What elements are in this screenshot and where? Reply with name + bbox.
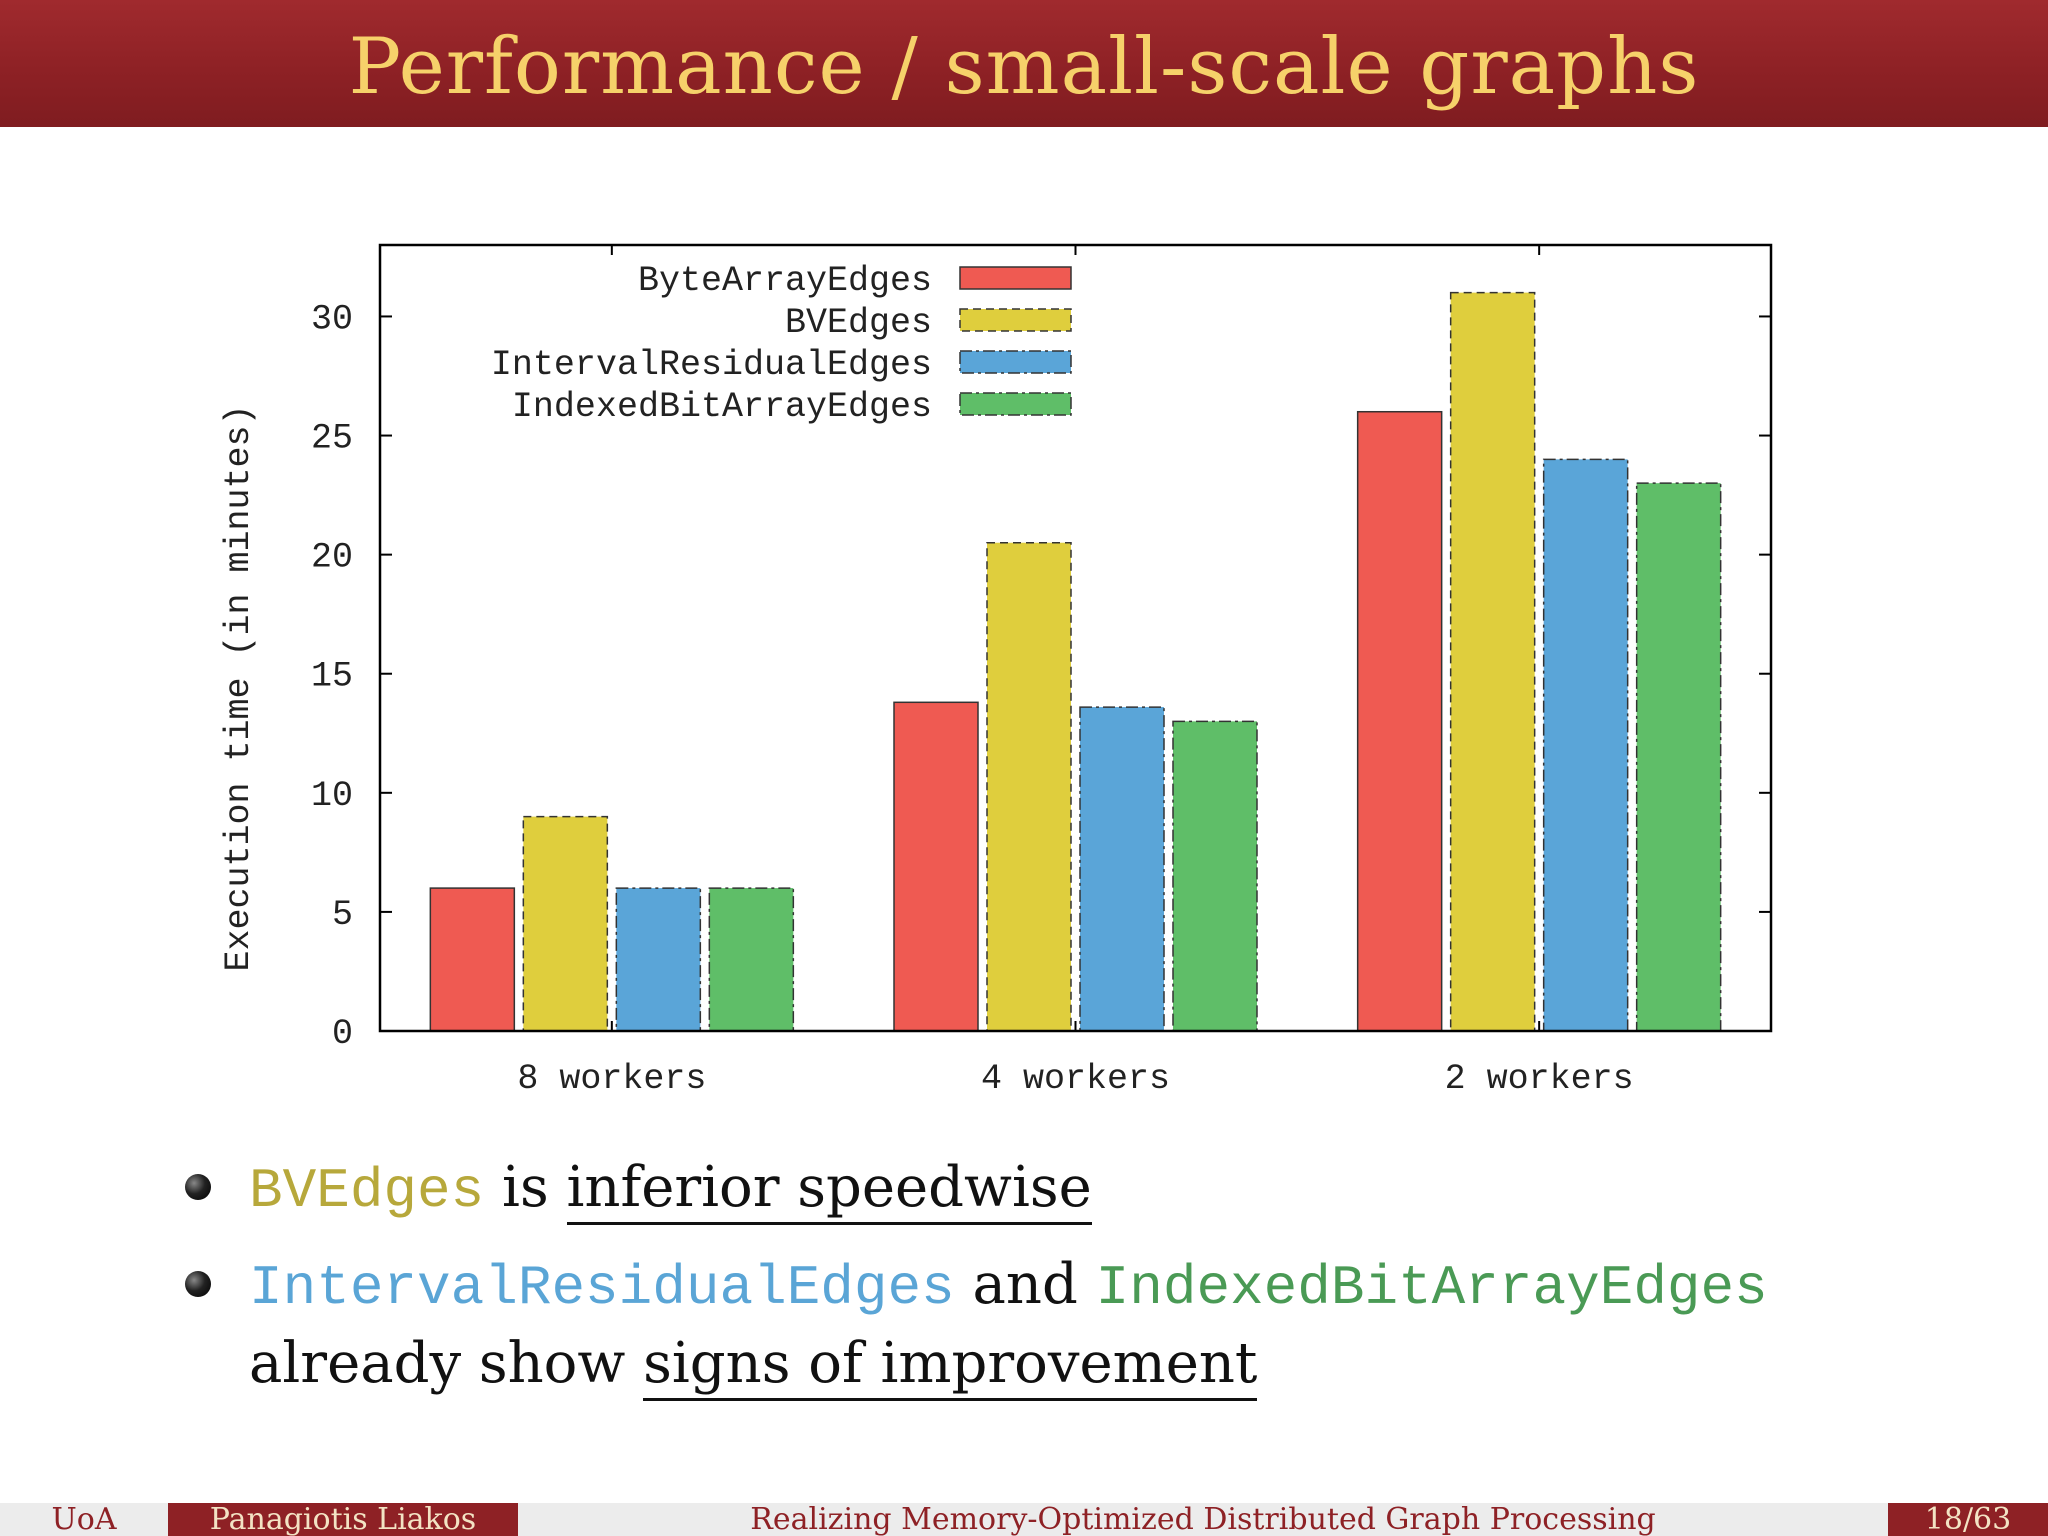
bar-ByteArrayEdges-2-workers bbox=[1356, 410, 1443, 1032]
bullet-list: BVEdges is inferior speedwise IntervalRe… bbox=[185, 1150, 1965, 1420]
legend-swatch bbox=[959, 308, 1072, 332]
term-indexedbitarrayedges: IndexedBitArrayEdges bbox=[1095, 1256, 1768, 1320]
bullet-icon bbox=[185, 1174, 211, 1200]
term-bvedges: BVEdges bbox=[249, 1159, 485, 1223]
plot-frame bbox=[378, 243, 1773, 1033]
bar-IntervalResidualEdges-2-workers bbox=[1542, 458, 1629, 1032]
y-axis-label: Execution time (in minutes) bbox=[219, 404, 259, 971]
y-tick-label: 30 bbox=[311, 299, 353, 339]
legend-label: BVEdges bbox=[785, 303, 932, 343]
bar-ByteArrayEdges-4-workers bbox=[893, 701, 979, 1032]
footer: UoA Panagiotis Liakos Realizing Memory-O… bbox=[0, 1503, 2048, 1536]
y-tick-label: 15 bbox=[311, 657, 353, 697]
y-tick-label: 0 bbox=[332, 1014, 353, 1054]
bullet-text-1: BVEdges is inferior speedwise bbox=[249, 1150, 1092, 1229]
term-intervalresidualedges: IntervalResidualEdges bbox=[249, 1256, 955, 1320]
legend-label: IntervalResidualEdges bbox=[491, 345, 932, 385]
bullet-1-emphasis: inferior speedwise bbox=[566, 1155, 1092, 1225]
bullet-item-2: IntervalResidualEdges and IndexedBitArra… bbox=[185, 1247, 1965, 1402]
bullet-2-emphasis: signs of improvement bbox=[643, 1331, 1258, 1401]
x-tick-label: 8 workers bbox=[517, 1059, 706, 1099]
footer-page-number: 18/63 bbox=[1888, 1503, 2048, 1536]
bar-BVEdges-4-workers bbox=[986, 541, 1072, 1032]
y-tick-label: 5 bbox=[332, 895, 353, 935]
legend-swatch bbox=[959, 266, 1072, 290]
bar-IndexedBitArrayEdges-2-workers bbox=[1635, 482, 1722, 1032]
legend-label: ByteArrayEdges bbox=[638, 261, 932, 301]
legend-label: IndexedBitArrayEdges bbox=[512, 387, 932, 427]
bar-BVEdges-2-workers bbox=[1449, 291, 1536, 1032]
bar-chart: 8 workers 4 workers 2 workers 0 5 10 15 20 25 30 E… bbox=[219, 243, 1773, 1099]
legend-swatch bbox=[959, 350, 1072, 374]
bar-BVEdges-8-workers bbox=[522, 815, 609, 1032]
y-tick-label: 20 bbox=[311, 538, 353, 578]
bar-IntervalResidualEdges-8-workers bbox=[615, 887, 702, 1032]
bullet-icon bbox=[185, 1271, 211, 1297]
footer-author: Panagiotis Liakos bbox=[168, 1503, 518, 1536]
bar-IntervalResidualEdges-4-workers bbox=[1079, 706, 1165, 1032]
bullet-2-line2: already show bbox=[249, 1331, 644, 1396]
footer-talk-title: Realizing Memory-Optimized Distributed G… bbox=[518, 1503, 1888, 1536]
bullet-2-and: and bbox=[954, 1252, 1096, 1317]
y-tick-label: 25 bbox=[311, 419, 353, 459]
footer-institution: UoA bbox=[0, 1503, 168, 1536]
x-tick-label: 2 workers bbox=[1445, 1059, 1634, 1099]
title-bar: Performance / small-scale graphs bbox=[0, 0, 2048, 127]
y-tick-label: 10 bbox=[311, 776, 353, 816]
slide-title: Performance / small-scale graphs bbox=[348, 22, 1700, 112]
bar-IndexedBitArrayEdges-4-workers bbox=[1172, 720, 1258, 1032]
bullet-text-2: IntervalResidualEdges and IndexedBitArra… bbox=[249, 1247, 1768, 1402]
x-tick-label: 4 workers bbox=[981, 1059, 1170, 1099]
legend-swatch bbox=[959, 392, 1072, 416]
bar-ByteArrayEdges-8-workers bbox=[429, 887, 516, 1032]
bar-IndexedBitArrayEdges-8-workers bbox=[708, 887, 795, 1032]
bullet-1-is: is bbox=[484, 1155, 567, 1220]
bullet-item-1: BVEdges is inferior speedwise bbox=[185, 1150, 1965, 1229]
